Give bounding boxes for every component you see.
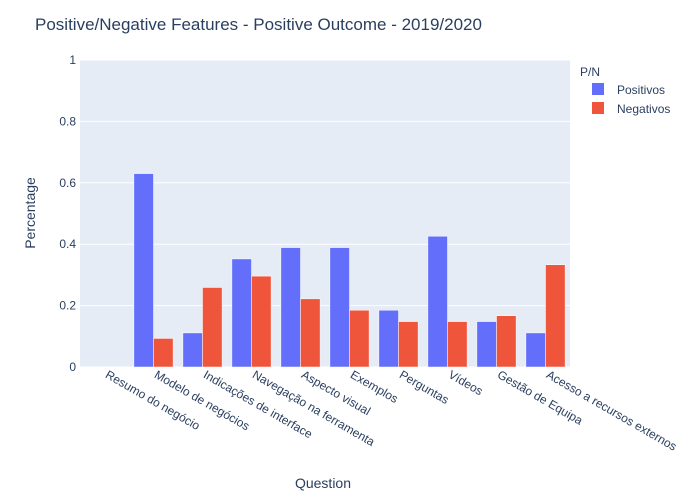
y-tick-label: 0.6 xyxy=(59,176,76,190)
bar-positivos[interactable] xyxy=(329,247,350,368)
chart-title: Positive/Negative Features - Positive Ou… xyxy=(35,15,482,34)
bar-negativos[interactable] xyxy=(447,321,468,368)
bar-positivos[interactable] xyxy=(280,247,301,368)
legend-title: P/N xyxy=(580,65,600,79)
bar-positivos[interactable] xyxy=(476,321,497,368)
legend-swatch-positivos[interactable] xyxy=(592,83,604,95)
bar-negativos[interactable] xyxy=(153,338,174,368)
y-tick-label: 0.8 xyxy=(59,114,76,128)
x-tick-label: Vídeos xyxy=(446,367,485,398)
bar-negativos[interactable] xyxy=(545,264,566,368)
y-tick-label: 0.2 xyxy=(59,299,76,313)
bar-negativos[interactable] xyxy=(300,298,321,368)
legend: P/N Positivos Negativos xyxy=(580,65,670,116)
bar-positivos[interactable] xyxy=(133,173,154,368)
bar-negativos[interactable] xyxy=(349,309,370,368)
bars-group xyxy=(133,173,566,368)
bar-positivos[interactable] xyxy=(182,332,203,368)
x-axis-title: Question xyxy=(295,475,351,491)
x-tick-label: Gestão de Equipa xyxy=(495,367,585,427)
y-axis-title: Percentage xyxy=(22,177,38,249)
y-tick-label: 0.4 xyxy=(59,237,76,251)
bar-positivos[interactable] xyxy=(231,258,252,368)
legend-swatch-negativos[interactable] xyxy=(592,102,604,114)
bar-negativos[interactable] xyxy=(398,321,419,368)
y-tick-label: 1 xyxy=(69,53,76,67)
bar-positivos[interactable] xyxy=(525,332,546,368)
legend-label-positivos[interactable]: Positivos xyxy=(617,83,665,97)
y-axis-ticks: 0 0.2 0.4 0.6 0.8 1 xyxy=(59,53,76,374)
x-tick-label: Perguntas xyxy=(397,367,451,406)
legend-label-negativos[interactable]: Negativos xyxy=(617,102,670,116)
y-tick-label: 0 xyxy=(69,360,76,374)
bar-positivos[interactable] xyxy=(427,235,448,368)
bar-negativos[interactable] xyxy=(202,287,223,368)
bar-negativos[interactable] xyxy=(496,315,517,368)
plot-area xyxy=(80,60,570,367)
bar-negativos[interactable] xyxy=(251,275,272,368)
bar-positivos[interactable] xyxy=(378,309,399,368)
